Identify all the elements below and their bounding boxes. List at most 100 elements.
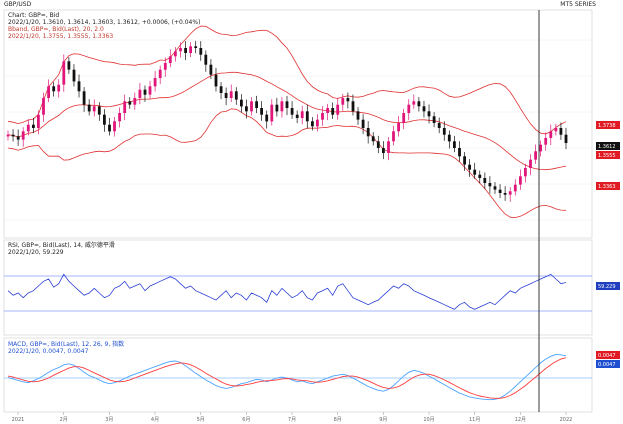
candle-body xyxy=(270,104,274,122)
candle-body xyxy=(179,48,182,52)
macd-tag-signal: 0.0047 xyxy=(596,351,620,359)
candle-body xyxy=(341,98,345,105)
x-tick-label: 4月 xyxy=(151,417,159,423)
macd-tag-macd-text: 0.0047 xyxy=(598,362,616,368)
macd-tag-macd-bg xyxy=(596,360,620,368)
candle-body xyxy=(483,178,487,183)
candle-body xyxy=(351,101,355,112)
price-tag-last: 1.3612 xyxy=(596,142,620,150)
candle-body xyxy=(189,46,192,53)
candle-body xyxy=(245,106,248,112)
candle-body xyxy=(174,51,177,57)
candle-body xyxy=(103,114,106,125)
candle-body xyxy=(478,174,482,178)
candle-body xyxy=(503,193,507,195)
macd-panel[interactable] xyxy=(3,337,593,413)
candle-body xyxy=(168,56,172,63)
rsi-tag-bg xyxy=(596,282,620,290)
rsi-tag: 59.229 xyxy=(596,282,620,290)
window-title: GBP/USD xyxy=(4,1,32,8)
candle-body xyxy=(133,98,137,105)
candle-body xyxy=(153,78,157,87)
candle-body xyxy=(42,98,45,115)
candle-body xyxy=(280,101,284,112)
x-tick-label: 6月 xyxy=(242,417,250,423)
candle-body xyxy=(21,131,25,140)
candle-body xyxy=(519,176,522,185)
macd-tag-macd: 0.0047 xyxy=(596,360,620,368)
candle-body xyxy=(534,151,537,160)
bollinger-bands xyxy=(7,25,567,219)
macd-path xyxy=(7,353,567,401)
candle-body xyxy=(72,69,76,82)
x-tick-label: 12月 xyxy=(515,417,526,423)
candle-body xyxy=(108,124,111,132)
candle-body xyxy=(392,131,395,142)
candle-body xyxy=(432,116,436,123)
price-gridlines xyxy=(4,39,592,221)
candle-body xyxy=(118,113,121,122)
candle-body xyxy=(417,101,421,107)
candle-body xyxy=(148,86,152,95)
candles xyxy=(6,40,568,202)
candle-body xyxy=(209,64,213,75)
candle-body xyxy=(290,108,294,115)
x-tick-label: 9月 xyxy=(379,417,387,423)
candle-body xyxy=(407,104,411,113)
candle-body xyxy=(229,91,233,98)
candle-body xyxy=(346,98,350,102)
price-tag-middle-text: 1.3555 xyxy=(598,153,616,159)
candle-body xyxy=(488,183,492,187)
candle-body xyxy=(564,134,568,143)
price-tag-lower-bg xyxy=(596,182,620,190)
candle-body xyxy=(549,131,553,138)
candle-body xyxy=(356,111,360,120)
candle-body xyxy=(67,61,71,70)
x-tick-label: 2月 xyxy=(60,417,68,423)
candle-body xyxy=(442,128,446,135)
x-tick-label: 8月 xyxy=(334,417,342,423)
candle-body xyxy=(285,101,289,108)
candle-body xyxy=(224,93,228,98)
price-panel[interactable] xyxy=(3,9,593,239)
macd-header: MACD, GBP=, Bid(Last), 12, 26, 9, 指数 xyxy=(8,340,124,348)
candle-body xyxy=(113,121,116,132)
candle-body xyxy=(92,106,96,112)
x-tick-label: 2022 xyxy=(560,417,573,423)
top-right-text: MT5 SERIES xyxy=(560,1,596,8)
price-header: Chart: GBP=, Bid xyxy=(8,12,59,19)
candle-body xyxy=(453,141,456,148)
candle-body xyxy=(529,159,532,168)
candle-body xyxy=(138,89,142,98)
candle-body xyxy=(382,148,385,153)
candle-body xyxy=(559,128,563,135)
candle-body xyxy=(275,104,279,112)
candle-body xyxy=(260,108,263,115)
x-tick-label: 5月 xyxy=(197,417,205,423)
candle-body xyxy=(37,114,40,128)
bb-header: Bband, GBP=, Bid(Last), 20, 2.0 xyxy=(8,26,104,33)
candle-body xyxy=(214,74,218,87)
candle-body xyxy=(194,46,198,48)
candle-body xyxy=(6,134,10,137)
candle-body xyxy=(158,69,162,78)
price-tag-lower-text: 1.3363 xyxy=(598,184,616,190)
price-tag-lower: 1.3363 xyxy=(596,182,620,190)
candle-body xyxy=(97,106,101,115)
candle-body xyxy=(427,111,431,117)
candle-body xyxy=(524,168,527,177)
candle-body xyxy=(326,108,329,113)
candle-body xyxy=(240,99,243,107)
signal-path xyxy=(7,357,567,399)
rsi-line xyxy=(7,273,567,310)
candle-body xyxy=(128,101,132,105)
candle-body xyxy=(300,111,304,118)
candle-body xyxy=(295,114,299,118)
candle-body xyxy=(199,48,203,55)
rsi-panel[interactable] xyxy=(3,239,593,336)
bb-values: 2022/1/20, 1.3755, 1.3555, 1.3363 xyxy=(8,33,113,40)
rsi-tag-text: 59.229 xyxy=(598,284,616,290)
candle-body xyxy=(16,136,20,140)
candle-body xyxy=(371,136,375,142)
